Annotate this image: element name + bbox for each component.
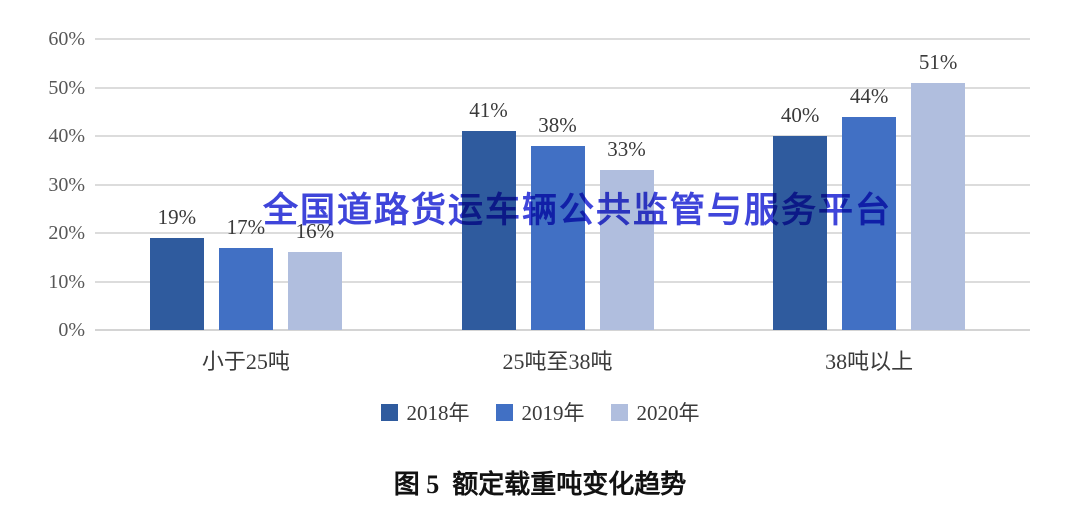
bar	[599, 169, 654, 330]
bar	[218, 247, 273, 330]
bar	[287, 252, 342, 330]
bar	[773, 136, 828, 330]
bar-value-label: 44%	[849, 83, 889, 108]
bar-value-label: 41%	[469, 98, 508, 123]
bar-value-label: 40%	[780, 103, 820, 127]
gridline	[95, 86, 1030, 89]
legend: 2018年 2019年 2020年	[0, 397, 1080, 427]
legend-label: 2019年	[521, 401, 585, 425]
figure-caption: 图 5 额定载重吨变化趋势	[393, 470, 687, 499]
legend-item: 2018年	[380, 397, 470, 427]
plot-area: 0% 10% 20% 30% 40% 50% 60% 19% 17% 16% 小于25吨 41% 38%…	[48, 28, 1030, 374]
y-axis-tick: 0%	[58, 319, 85, 341]
bar-value-label: 17%	[226, 214, 266, 239]
y-axis-tick: 60%	[48, 28, 85, 50]
legend-label: 2020年	[636, 401, 700, 425]
y-axis-tick: 30%	[48, 173, 85, 196]
bar-value-label: 38%	[538, 112, 577, 137]
legend-swatch	[610, 403, 628, 421]
gridline	[95, 135, 1030, 137]
bar	[911, 82, 966, 330]
bar-value-label: 33%	[607, 136, 646, 161]
gridline	[95, 38, 1030, 40]
legend-label: 2018年	[406, 401, 470, 425]
x-category-label: 25吨至38吨	[502, 349, 613, 374]
y-axis-tick: 20%	[48, 222, 85, 244]
legend-swatch	[495, 403, 513, 421]
bar-value-label: 19%	[157, 204, 197, 229]
x-category-label: 38吨以上	[825, 349, 914, 374]
bar-value-label: 16%	[295, 219, 335, 244]
y-axis-tick: 10%	[48, 270, 85, 293]
legend-swatch	[380, 403, 398, 421]
x-category-label: 小于25吨	[201, 349, 290, 374]
bar	[842, 116, 897, 330]
legend-item: 2019年	[495, 397, 585, 427]
gridline	[95, 329, 1030, 331]
bar	[461, 131, 516, 330]
bar	[149, 237, 204, 330]
bar	[530, 145, 585, 330]
bar-value-label: 51%	[918, 49, 958, 74]
y-axis-tick: 50%	[48, 76, 85, 99]
watermark-text: 全国道路货运车辆公共监管与服务平台	[263, 191, 893, 230]
y-axis-tick: 40%	[48, 125, 85, 147]
legend-item: 2020年	[610, 397, 700, 427]
